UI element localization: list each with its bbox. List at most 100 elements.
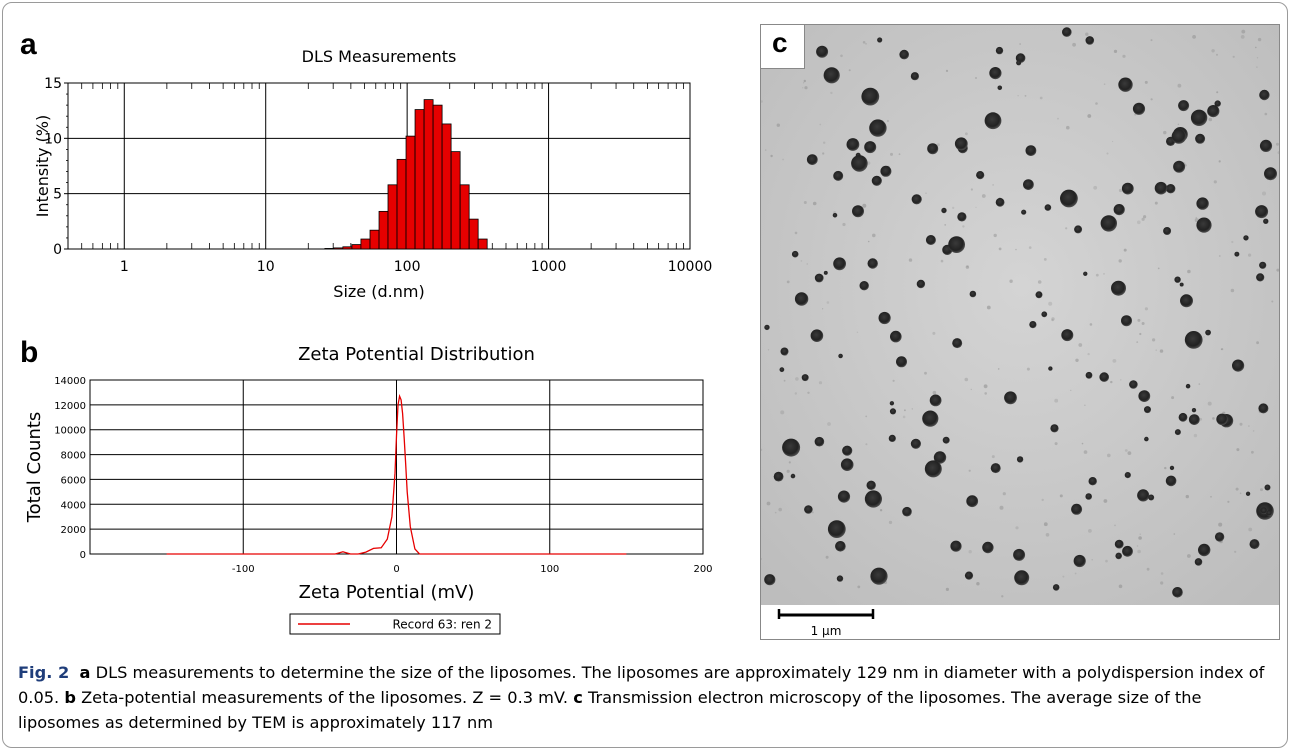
tem-speck (765, 149, 767, 151)
liposome-particle (810, 329, 824, 343)
liposome-particle (1196, 197, 1209, 210)
tem-speck (944, 224, 947, 226)
tem-speck (1059, 494, 1063, 498)
chart-a-bar (342, 246, 353, 250)
liposome-particle (1004, 391, 1017, 405)
liposome-particle (929, 394, 942, 407)
tem-speck (962, 225, 965, 228)
liposome-particle (1029, 321, 1037, 329)
liposome-particle (924, 460, 942, 478)
tem-speck (1124, 449, 1128, 452)
tem-speck (1150, 39, 1153, 42)
liposome-particles (761, 25, 1279, 598)
liposome-particle (837, 490, 851, 503)
chart-a-bar (387, 184, 398, 250)
chart-a-bar (432, 104, 443, 250)
tem-speck (857, 585, 861, 589)
liposome-particle (840, 458, 854, 472)
tem-speck (767, 349, 770, 351)
tem-speck (1256, 57, 1259, 59)
liposome-particle (1088, 477, 1097, 486)
liposome-particle (859, 281, 869, 291)
tem-speck (1051, 317, 1055, 321)
liposome-particle (838, 353, 843, 359)
liposome-particle (1169, 465, 1175, 471)
chart-a-bar (459, 184, 470, 250)
tem-speck (822, 152, 825, 155)
liposome-particle (890, 330, 902, 343)
tem-speck (761, 100, 763, 103)
liposome-particle (899, 49, 909, 60)
tem-speck (898, 153, 901, 156)
liposome-particle (1132, 102, 1146, 115)
tem-speck (1026, 367, 1030, 371)
tem-speck (842, 222, 846, 227)
tem-speck (840, 54, 843, 58)
tem-speck (925, 192, 927, 194)
tem-speck (1081, 442, 1084, 445)
tem-speck (983, 384, 988, 389)
tem-speck (1240, 35, 1245, 39)
chart-b-ytick-label: 8000 (61, 451, 86, 462)
tem-speck (1157, 267, 1160, 270)
liposome-particle (1074, 225, 1083, 234)
chart-a-bar (360, 238, 371, 250)
liposome-particle (966, 495, 979, 508)
tem-speck (786, 469, 790, 473)
liposome-particle (1148, 494, 1155, 501)
tem-speck (1208, 117, 1213, 122)
tem-speck (1054, 398, 1059, 403)
tem-speck (1150, 98, 1153, 101)
tem-speck (1087, 114, 1092, 118)
tem-speck (1271, 300, 1274, 303)
tem-speck (1213, 180, 1217, 184)
liposome-particle (1016, 60, 1022, 66)
tem-speck (1118, 188, 1123, 193)
liposome-particle (925, 235, 936, 245)
liposome-particle (764, 574, 776, 586)
liposome-particle (869, 119, 887, 137)
tem-speck (1203, 336, 1205, 338)
liposome-particle (910, 72, 919, 81)
tem-speck (1276, 268, 1279, 272)
tem-speck (1139, 533, 1141, 535)
liposome-particle (1085, 493, 1092, 500)
liposome-particle (1258, 403, 1269, 414)
tem-speck (1160, 581, 1164, 585)
tem-speck (970, 388, 972, 391)
tem-speck (1118, 259, 1122, 263)
liposome-particle (794, 292, 809, 306)
tem-speck (794, 392, 797, 395)
tem-speck (1159, 349, 1164, 353)
liposome-particle (1194, 558, 1203, 566)
liposome-particle (1165, 475, 1177, 487)
liposome-particle (1073, 554, 1086, 568)
liposome-particle (1245, 491, 1251, 496)
liposome-particle (1195, 133, 1206, 144)
tem-speck (968, 469, 971, 472)
tem-speck (1083, 450, 1088, 454)
tem-speck (1277, 151, 1279, 155)
tem-speck (1074, 572, 1077, 575)
liposome-particle (1099, 372, 1109, 382)
tem-speck (952, 206, 955, 209)
tem-speck (932, 390, 937, 395)
liposome-particle (1085, 36, 1095, 45)
liposome-particle (910, 438, 921, 449)
chart-b-xlabel: Zeta Potential (mV) (299, 582, 475, 603)
tem-speck (1152, 338, 1156, 342)
liposome-particle (1083, 271, 1088, 276)
caption-a-text: DLS measurements to determine the size o… (18, 663, 1265, 707)
liposome-particle (952, 338, 963, 349)
liposome-particle (870, 567, 888, 585)
chart-b-ytick-label: 0 (80, 550, 86, 561)
tem-speck (812, 201, 817, 206)
liposome-particle (1023, 179, 1034, 191)
tem-speck (804, 86, 808, 90)
tem-speck (1070, 389, 1072, 391)
tem-speck (1113, 49, 1118, 53)
tem-speck (1001, 595, 1004, 598)
liposome-particle (1129, 380, 1138, 389)
liposome-particle (902, 506, 912, 517)
tem-speck (811, 511, 814, 514)
